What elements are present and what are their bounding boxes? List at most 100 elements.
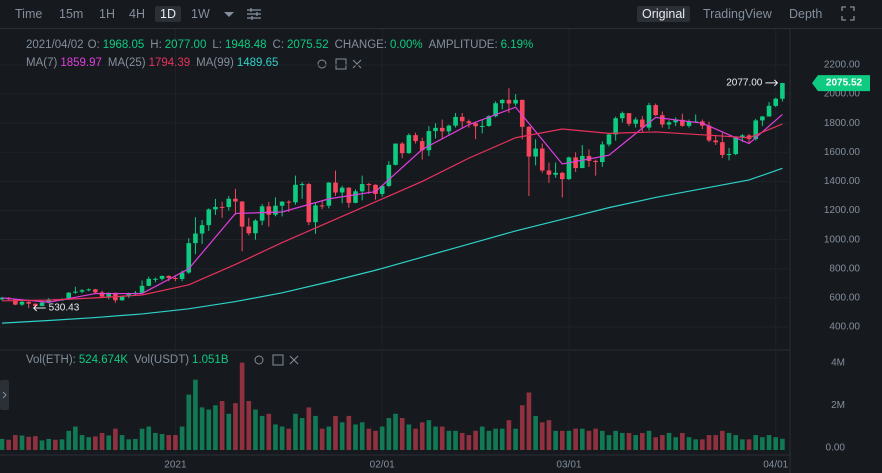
volume-bar bbox=[306, 407, 312, 450]
settings-icon[interactable] bbox=[247, 8, 261, 20]
volume-tick-label: 4M bbox=[831, 357, 845, 368]
volume-bar bbox=[233, 403, 238, 450]
volume-bar bbox=[746, 439, 752, 450]
volume-bar bbox=[159, 434, 165, 450]
candle-body bbox=[760, 116, 765, 121]
volume-bar bbox=[419, 422, 425, 450]
volume-bar bbox=[253, 409, 258, 450]
fullscreen-icon[interactable] bbox=[841, 6, 855, 21]
settings-icon bbox=[335, 58, 347, 70]
volume-bar bbox=[313, 415, 318, 450]
ma-value: 1794.39 bbox=[148, 57, 191, 69]
candle-body bbox=[359, 184, 365, 192]
vol-value: 524.674K bbox=[78, 354, 129, 366]
volume-bar bbox=[693, 439, 698, 450]
volume-bar bbox=[0, 438, 5, 450]
candle-body bbox=[680, 119, 685, 126]
field-label: AMPLITUDE: bbox=[428, 39, 498, 51]
volume-bar bbox=[753, 435, 759, 450]
candle-body bbox=[579, 155, 585, 169]
volume-bar bbox=[146, 426, 152, 450]
settings-icon bbox=[272, 354, 284, 366]
interval-tab[interactable]: 15m bbox=[59, 7, 84, 21]
candle-body bbox=[473, 123, 478, 127]
volume-bar bbox=[26, 436, 31, 450]
volume-bar bbox=[726, 432, 732, 450]
volume-bar bbox=[139, 428, 145, 450]
volume-bar bbox=[279, 426, 285, 450]
candle-body bbox=[640, 119, 645, 128]
volume-bar bbox=[339, 422, 345, 450]
price-tag-label: 2075.52 bbox=[826, 78, 863, 89]
volume-bar bbox=[166, 435, 172, 450]
volume-tick-label: 2M bbox=[831, 400, 845, 411]
volume-bar bbox=[379, 426, 385, 450]
candle-body bbox=[26, 301, 31, 304]
candle-body bbox=[13, 299, 18, 305]
candle-body bbox=[319, 205, 325, 207]
candle-body bbox=[413, 135, 418, 142]
eye-icon bbox=[317, 59, 327, 69]
date: 2021/04/02 bbox=[26, 39, 84, 51]
volume-bar bbox=[406, 424, 412, 450]
candle-body bbox=[153, 278, 158, 280]
candle-body bbox=[466, 121, 472, 124]
interval-tab[interactable]: 4H bbox=[129, 7, 145, 21]
y-tick-label: 1200.00 bbox=[824, 205, 861, 216]
view-tab[interactable]: Original bbox=[637, 6, 691, 22]
volume-bar bbox=[266, 413, 272, 450]
eye-icon bbox=[254, 355, 264, 365]
volume-bar bbox=[333, 415, 338, 450]
candle-body bbox=[766, 105, 772, 117]
volume-bar bbox=[579, 428, 585, 450]
volume-bar bbox=[66, 430, 71, 450]
field-value: 2077.00 bbox=[164, 39, 207, 51]
volume-bar bbox=[519, 405, 525, 450]
volume-bar bbox=[359, 422, 365, 450]
field-label: CHANGE: bbox=[334, 39, 388, 51]
volume-tick-label: 0.00 bbox=[826, 443, 846, 454]
candle-body bbox=[246, 226, 252, 234]
y-tick-label: 1000.00 bbox=[824, 234, 861, 245]
candle-body bbox=[499, 99, 505, 104]
candle-body bbox=[653, 105, 658, 116]
volume-bar bbox=[740, 439, 745, 450]
volume-bar bbox=[373, 430, 378, 450]
candle-body bbox=[486, 116, 492, 126]
candle-body bbox=[386, 164, 392, 186]
candle-body bbox=[306, 184, 312, 223]
interval-tab[interactable]: Time bbox=[15, 7, 43, 21]
x-tick-label: 2021 bbox=[164, 460, 187, 471]
dropdown-icon[interactable] bbox=[224, 12, 234, 17]
y-tick-label: 1400.00 bbox=[824, 176, 861, 187]
candle-body bbox=[146, 278, 152, 286]
view-tab[interactable]: Depth bbox=[789, 7, 823, 21]
field-label: O: bbox=[87, 39, 100, 51]
volume-bar bbox=[173, 435, 178, 450]
candle-body bbox=[446, 125, 452, 132]
ma-value: 1859.97 bbox=[60, 57, 102, 69]
field-label: C: bbox=[272, 39, 285, 51]
candle-body bbox=[593, 160, 598, 163]
view-tab[interactable]: TradingView bbox=[703, 7, 772, 21]
interval-tab[interactable]: 1W bbox=[191, 7, 210, 21]
volume-bar bbox=[106, 435, 112, 450]
field-value: 0.00% bbox=[390, 39, 423, 51]
candle-body bbox=[419, 141, 425, 151]
collapse-button[interactable] bbox=[0, 380, 9, 410]
volume-bar bbox=[133, 438, 138, 450]
vol-label: Vol(USDT) bbox=[134, 354, 190, 366]
candle-body bbox=[433, 127, 438, 132]
candle-body bbox=[439, 127, 445, 132]
volume-bar bbox=[186, 394, 192, 450]
volume-bar bbox=[600, 430, 605, 450]
candle-body bbox=[546, 170, 552, 175]
candle-body bbox=[566, 157, 572, 180]
candle-body bbox=[780, 83, 785, 99]
volume-bar bbox=[653, 437, 658, 450]
interval-tab[interactable]: 1H bbox=[99, 7, 115, 21]
volume-bar bbox=[86, 437, 92, 450]
interval-tab[interactable]: 1D bbox=[155, 6, 181, 22]
candle-body bbox=[426, 131, 432, 151]
volume-bar bbox=[413, 428, 418, 450]
